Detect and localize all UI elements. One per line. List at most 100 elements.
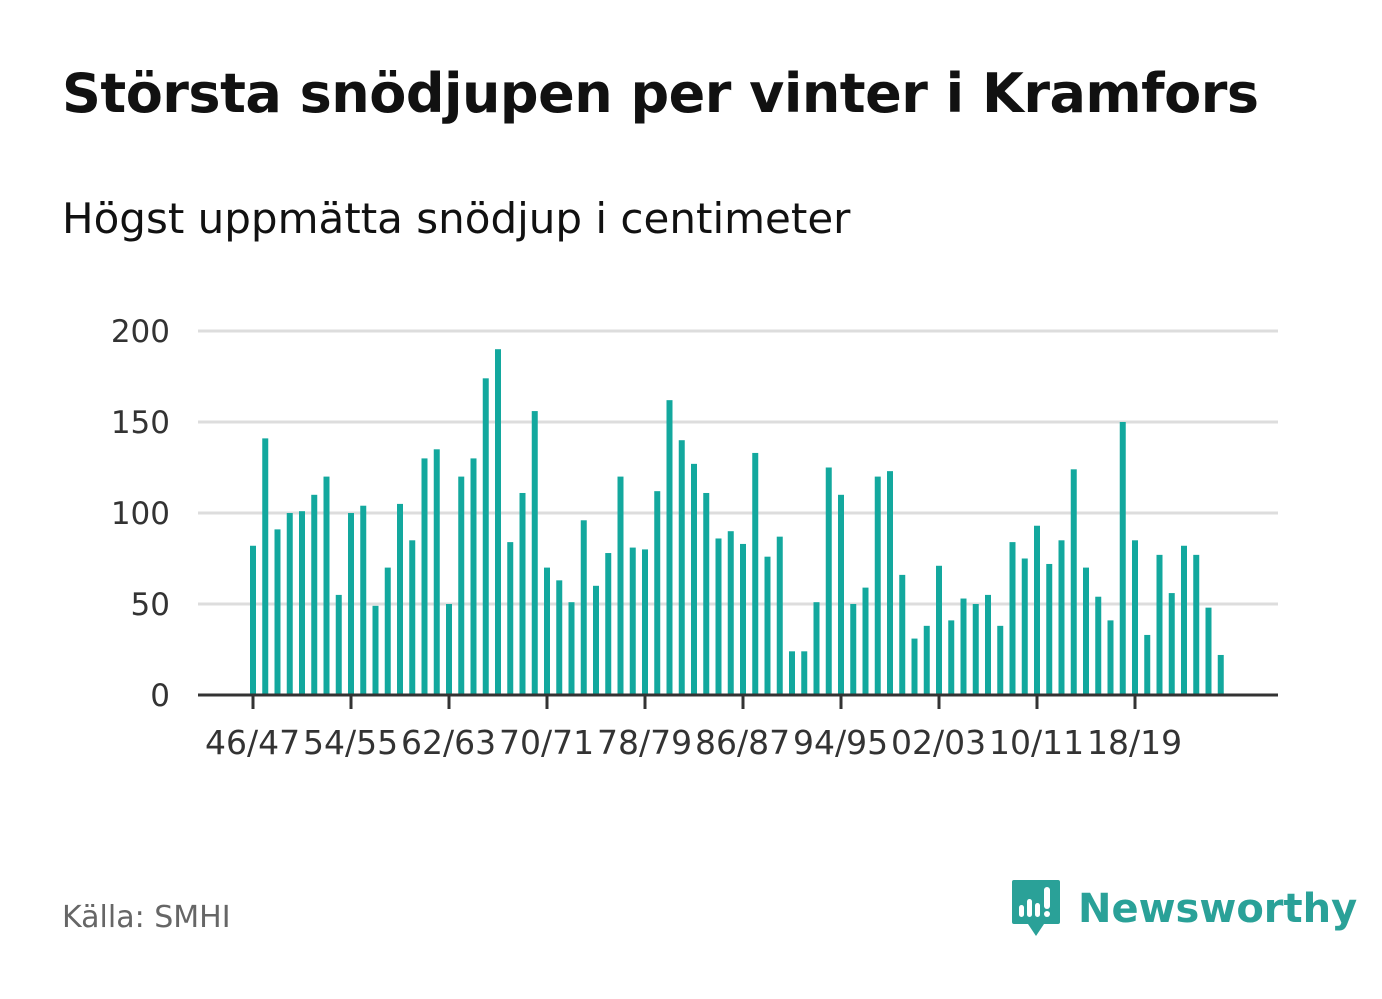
bar-50/51 <box>299 511 305 695</box>
bar-71/72 <box>556 580 563 695</box>
bar-63/64 <box>458 476 465 695</box>
x-tick-label: 54/55 <box>303 723 398 762</box>
bar-54/55 <box>348 513 354 695</box>
bar-13/14 <box>1070 469 1077 695</box>
bar-20/21 <box>1156 554 1163 695</box>
x-tick-label: 70/71 <box>499 723 594 762</box>
bar-10/11 <box>1034 525 1040 695</box>
bar-65/66 <box>482 378 489 695</box>
x-tick-label: 02/03 <box>891 723 986 762</box>
bar-15/16 <box>1095 596 1102 695</box>
bar-00/01 <box>911 638 918 695</box>
bar-06/07 <box>985 594 991 695</box>
bar-76/77 <box>617 476 624 695</box>
bar-88/89 <box>764 556 771 695</box>
bar-18/19 <box>1132 540 1138 695</box>
bar-75/76 <box>605 553 612 695</box>
y-tick-label: 0 <box>150 678 170 714</box>
y-tick-label: 200 <box>111 314 170 350</box>
bar-97/98 <box>874 476 881 695</box>
x-tick-label: 78/79 <box>597 723 692 762</box>
bar-19/20 <box>1144 634 1151 695</box>
bar-03/04 <box>948 620 955 695</box>
bar-86/87 <box>740 543 746 695</box>
bar-84/85 <box>715 538 722 695</box>
bar-89/90 <box>776 536 783 695</box>
bar-09/10 <box>1021 558 1028 695</box>
bar-16/17 <box>1107 620 1114 695</box>
bar-79/80 <box>654 491 661 695</box>
bar-93/94 <box>825 467 832 695</box>
gridlines <box>198 329 1278 606</box>
bar-91/92 <box>801 651 808 695</box>
bar-94/95 <box>838 494 844 695</box>
bar-11/12 <box>1046 563 1053 695</box>
bar-49/50 <box>286 513 293 695</box>
bar-14/15 <box>1083 567 1089 695</box>
bar-61/62 <box>433 449 440 695</box>
bar-48/49 <box>274 529 281 695</box>
bar-08/09 <box>1009 542 1016 695</box>
bar-99/00 <box>899 574 906 695</box>
chart-title: Största snödjupen per vinter i Kramfors <box>62 62 1259 125</box>
x-tick-label: 18/19 <box>1087 723 1182 762</box>
bar-74/75 <box>593 585 599 695</box>
bar-73/74 <box>580 520 587 695</box>
bar-80/81 <box>666 400 673 695</box>
bar-78/79 <box>642 549 648 695</box>
bar-12/13 <box>1058 540 1065 695</box>
bar-25/26 <box>1217 654 1224 695</box>
bar-59/60 <box>409 540 416 695</box>
newsworthy-logo-icon <box>1012 880 1060 936</box>
bar-23/24 <box>1193 554 1200 695</box>
bar-70/71 <box>544 567 550 695</box>
bar-07/08 <box>997 625 1004 695</box>
bar-92/93 <box>813 602 820 695</box>
bar-01/02 <box>923 625 930 695</box>
bar-64/65 <box>470 458 477 695</box>
x-tick-labels: 46/47 54/55 62/63 70/71 78/79 86/87 94/95 02/03… <box>205 723 1182 762</box>
bar-90/91 <box>789 651 795 695</box>
x-axis <box>198 693 1278 709</box>
bar-68/69 <box>519 492 526 695</box>
bar-87/88 <box>752 452 759 695</box>
chart-subtitle: Högst uppmätta snödjup i centimeter <box>62 194 851 243</box>
bar-67/68 <box>507 542 514 695</box>
bar-53/54 <box>335 594 342 695</box>
bar-72/73 <box>568 602 575 695</box>
x-tick-label: 46/47 <box>205 723 300 762</box>
bar-05/06 <box>972 604 979 695</box>
y-tick-label: 50 <box>131 587 170 623</box>
bar-98/99 <box>887 471 893 695</box>
x-tick-label: 86/87 <box>695 723 790 762</box>
newsworthy-brand: Newsworthy <box>1010 878 1357 940</box>
bar-24/25 <box>1205 607 1212 695</box>
bar-95/96 <box>850 604 857 695</box>
bar-62/63 <box>446 604 452 695</box>
bar-85/86 <box>727 531 734 695</box>
bar-47/48 <box>262 438 269 695</box>
source-note: Källa: SMHI <box>62 900 231 935</box>
bar-series <box>250 349 1224 695</box>
bar-60/61 <box>421 458 428 695</box>
y-tick-label: 150 <box>111 405 170 441</box>
y-tick-label: 100 <box>111 496 170 532</box>
bar-57/58 <box>384 567 391 695</box>
bar-02/03 <box>936 565 942 695</box>
x-tick-label: 62/63 <box>401 723 496 762</box>
bar-55/56 <box>360 505 367 695</box>
bar-46/47 <box>250 545 256 695</box>
bar-66/67 <box>495 349 501 695</box>
y-tick-labels: 0 50 100 150 200 <box>111 314 170 714</box>
bar-81/82 <box>678 440 685 695</box>
bar-82/83 <box>691 463 697 695</box>
bar-69/70 <box>531 411 538 695</box>
bar-51/52 <box>311 494 318 695</box>
x-tick-label: 94/95 <box>793 723 888 762</box>
bar-96/97 <box>862 587 869 695</box>
bar-21/22 <box>1168 593 1175 695</box>
bar-17/18 <box>1119 422 1126 695</box>
brand-name: Newsworthy <box>1078 886 1358 932</box>
bar-04/05 <box>960 598 967 695</box>
